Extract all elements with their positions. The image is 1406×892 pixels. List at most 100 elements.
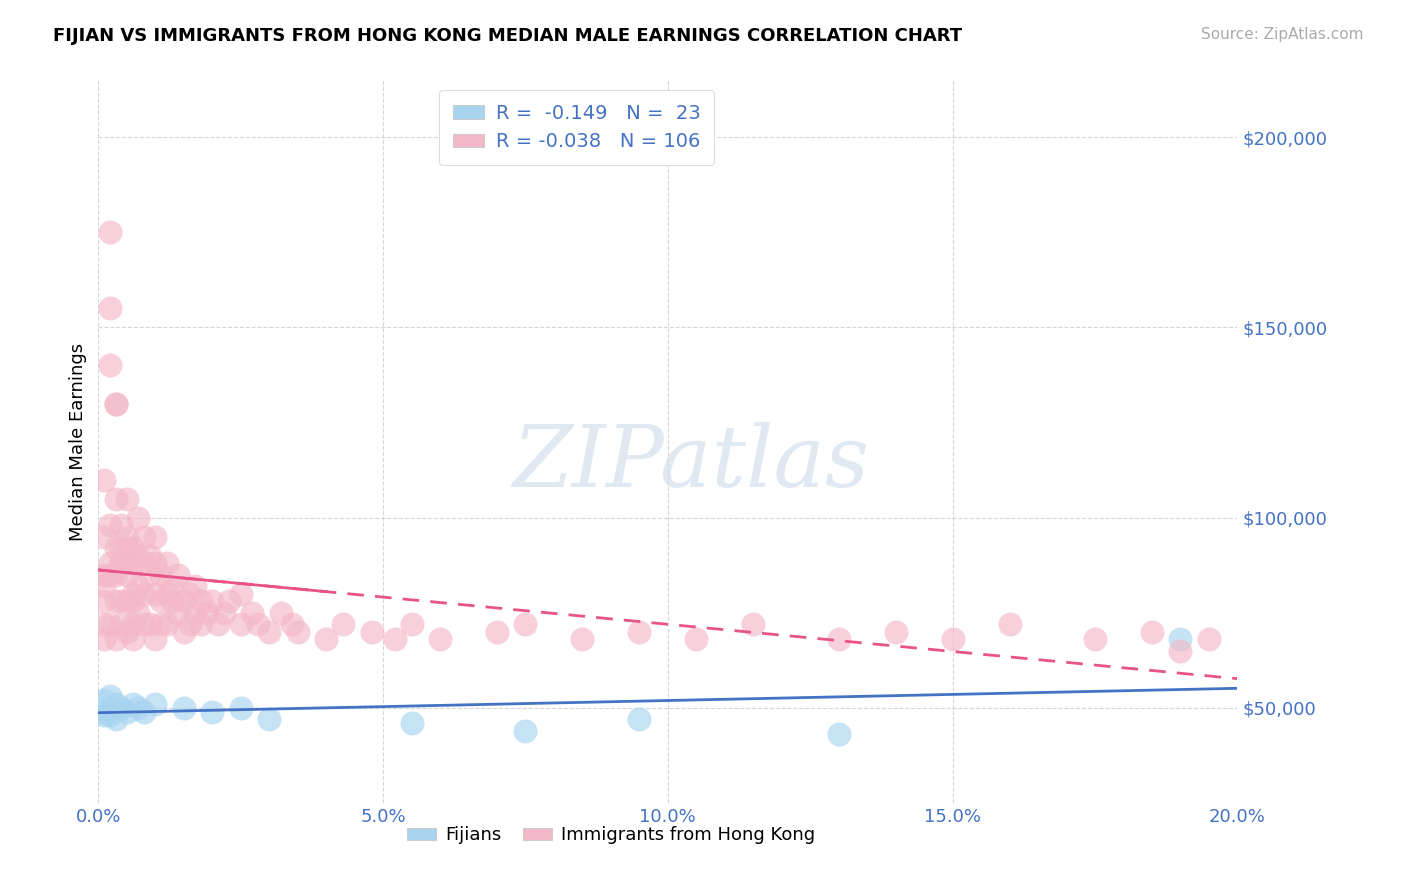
Point bbox=[884, 624, 907, 639]
Point bbox=[360, 624, 382, 639]
Point bbox=[1198, 632, 1220, 647]
Point bbox=[332, 617, 354, 632]
Y-axis label: Median Male Earnings: Median Male Earnings bbox=[69, 343, 87, 541]
Point bbox=[1140, 624, 1163, 639]
Point bbox=[998, 617, 1021, 632]
Point bbox=[110, 556, 132, 570]
Point bbox=[138, 617, 160, 632]
Point bbox=[110, 518, 132, 533]
Point bbox=[229, 700, 252, 714]
Point bbox=[229, 617, 252, 632]
Point bbox=[628, 624, 651, 639]
Point bbox=[121, 594, 143, 608]
Point bbox=[571, 632, 593, 647]
Point bbox=[218, 594, 240, 608]
Point bbox=[150, 594, 173, 608]
Point bbox=[401, 715, 423, 730]
Point bbox=[742, 617, 765, 632]
Text: FIJIAN VS IMMIGRANTS FROM HONG KONG MEDIAN MALE EARNINGS CORRELATION CHART: FIJIAN VS IMMIGRANTS FROM HONG KONG MEDI… bbox=[53, 27, 963, 45]
Point bbox=[145, 530, 167, 544]
Point bbox=[195, 606, 218, 620]
Point bbox=[145, 556, 167, 570]
Point bbox=[93, 594, 115, 608]
Point bbox=[93, 693, 115, 707]
Point bbox=[98, 226, 121, 240]
Point bbox=[132, 705, 155, 719]
Point bbox=[121, 617, 143, 632]
Point bbox=[115, 541, 138, 555]
Point bbox=[150, 617, 173, 632]
Point bbox=[229, 587, 252, 601]
Point bbox=[127, 700, 149, 714]
Point bbox=[93, 530, 115, 544]
Point bbox=[1170, 643, 1192, 657]
Point bbox=[104, 712, 127, 726]
Point bbox=[184, 606, 207, 620]
Point bbox=[259, 712, 281, 726]
Point bbox=[121, 587, 143, 601]
Point bbox=[104, 396, 127, 410]
Point bbox=[207, 617, 229, 632]
Point bbox=[167, 567, 190, 582]
Point bbox=[110, 617, 132, 632]
Point bbox=[127, 549, 149, 563]
Point bbox=[138, 549, 160, 563]
Point bbox=[93, 567, 115, 582]
Point bbox=[132, 587, 155, 601]
Point bbox=[104, 567, 127, 582]
Point bbox=[121, 556, 143, 570]
Point bbox=[98, 708, 121, 723]
Point bbox=[162, 579, 184, 593]
Point bbox=[515, 723, 537, 738]
Point bbox=[1084, 632, 1107, 647]
Point bbox=[121, 697, 143, 711]
Text: ZIPatlas: ZIPatlas bbox=[512, 422, 869, 505]
Point bbox=[184, 579, 207, 593]
Point bbox=[93, 632, 115, 647]
Point bbox=[145, 587, 167, 601]
Point bbox=[429, 632, 451, 647]
Point bbox=[156, 556, 179, 570]
Point bbox=[156, 617, 179, 632]
Point bbox=[93, 617, 115, 632]
Point bbox=[104, 594, 127, 608]
Point bbox=[98, 359, 121, 373]
Point bbox=[173, 624, 195, 639]
Point bbox=[110, 556, 132, 570]
Point bbox=[98, 567, 121, 582]
Point bbox=[98, 301, 121, 316]
Point bbox=[115, 624, 138, 639]
Point bbox=[98, 690, 121, 704]
Point bbox=[190, 617, 212, 632]
Text: Source: ZipAtlas.com: Source: ZipAtlas.com bbox=[1201, 27, 1364, 42]
Point bbox=[104, 697, 127, 711]
Point bbox=[127, 606, 149, 620]
Point bbox=[138, 567, 160, 582]
Point bbox=[115, 594, 138, 608]
Point bbox=[156, 587, 179, 601]
Point bbox=[942, 632, 965, 647]
Point bbox=[167, 606, 190, 620]
Point bbox=[115, 491, 138, 506]
Point bbox=[104, 632, 127, 647]
Point bbox=[98, 700, 121, 714]
Legend: Fijians, Immigrants from Hong Kong: Fijians, Immigrants from Hong Kong bbox=[399, 819, 823, 852]
Point bbox=[828, 727, 851, 741]
Point bbox=[1170, 632, 1192, 647]
Point bbox=[173, 594, 195, 608]
Point bbox=[628, 712, 651, 726]
Point bbox=[104, 541, 127, 555]
Point bbox=[270, 606, 292, 620]
Point bbox=[93, 708, 115, 723]
Point bbox=[132, 530, 155, 544]
Point bbox=[287, 624, 309, 639]
Point bbox=[145, 632, 167, 647]
Point bbox=[115, 567, 138, 582]
Point bbox=[121, 541, 143, 555]
Point bbox=[127, 510, 149, 524]
Point bbox=[281, 617, 304, 632]
Point bbox=[201, 705, 224, 719]
Point bbox=[98, 518, 121, 533]
Point bbox=[179, 617, 201, 632]
Point bbox=[401, 617, 423, 632]
